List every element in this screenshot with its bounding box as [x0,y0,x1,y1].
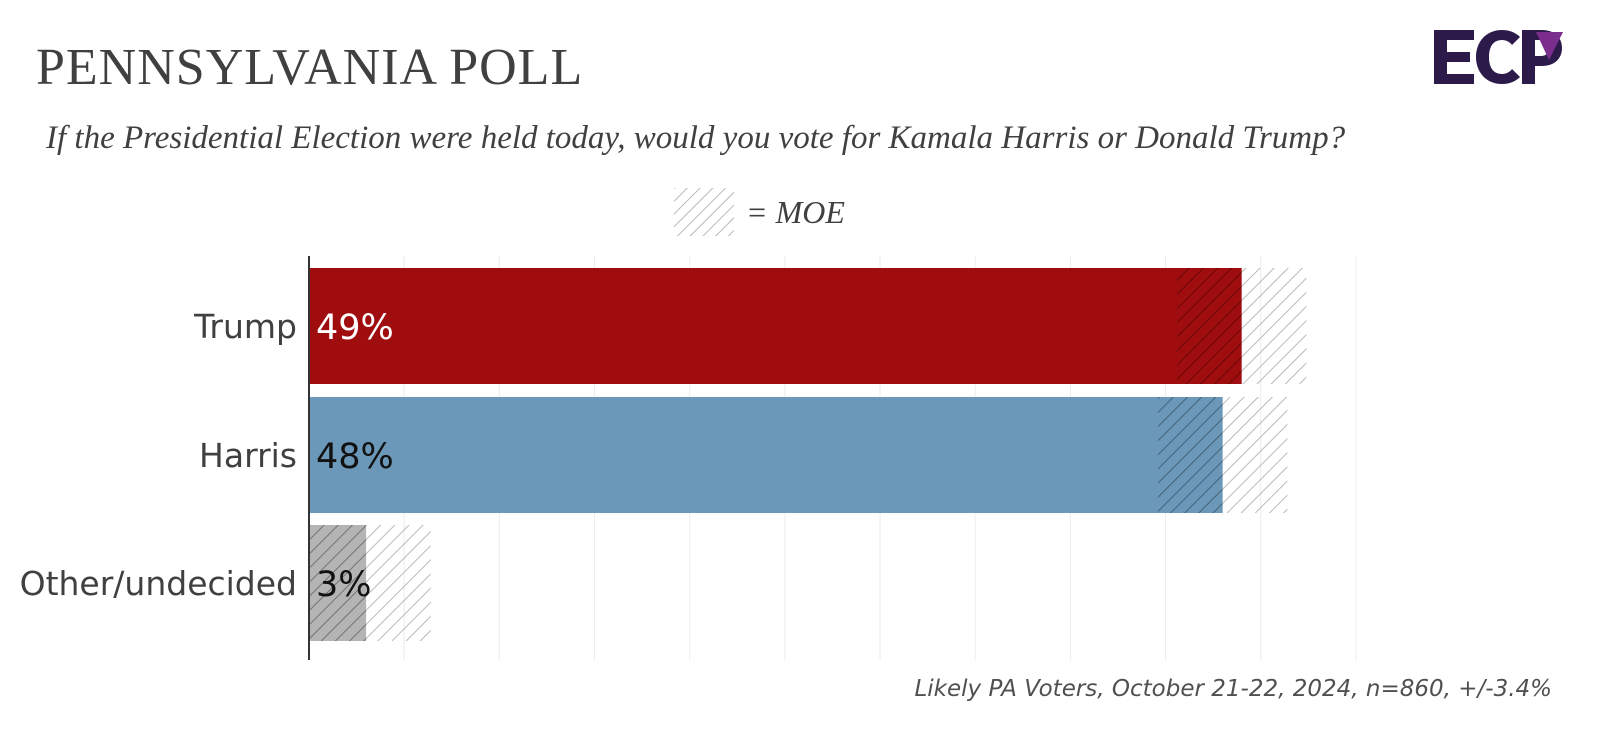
moe-inner-2 [309,525,367,641]
value-label: 3% [316,565,372,605]
moe-inner-1 [1157,397,1223,513]
chart-legend: = MOE [674,188,845,236]
moe-outer-0 [1241,268,1307,384]
category-label: Harris [199,436,297,475]
category-label: Trump [193,307,297,346]
moe-legend-swatch [674,188,734,236]
moe-outer-1 [1222,397,1288,513]
moe-outer-2 [366,525,431,641]
bar-0 [309,268,1242,384]
bar-1 [309,397,1223,513]
category-label: Other/undecided [20,564,297,603]
chart-title: PENNSYLVANIA POLL [36,39,584,96]
chart-subtitle: If the Presidential Election were held t… [46,120,1346,156]
moe-legend-label: = MOE [746,193,845,230]
moe-inner-0 [1176,268,1242,384]
value-label: 49% [316,308,394,348]
value-label: 48% [316,437,394,477]
ecp-logo [1434,30,1563,84]
source-footnote: Likely PA Voters, October 21-22, 2024, n… [914,676,1552,702]
